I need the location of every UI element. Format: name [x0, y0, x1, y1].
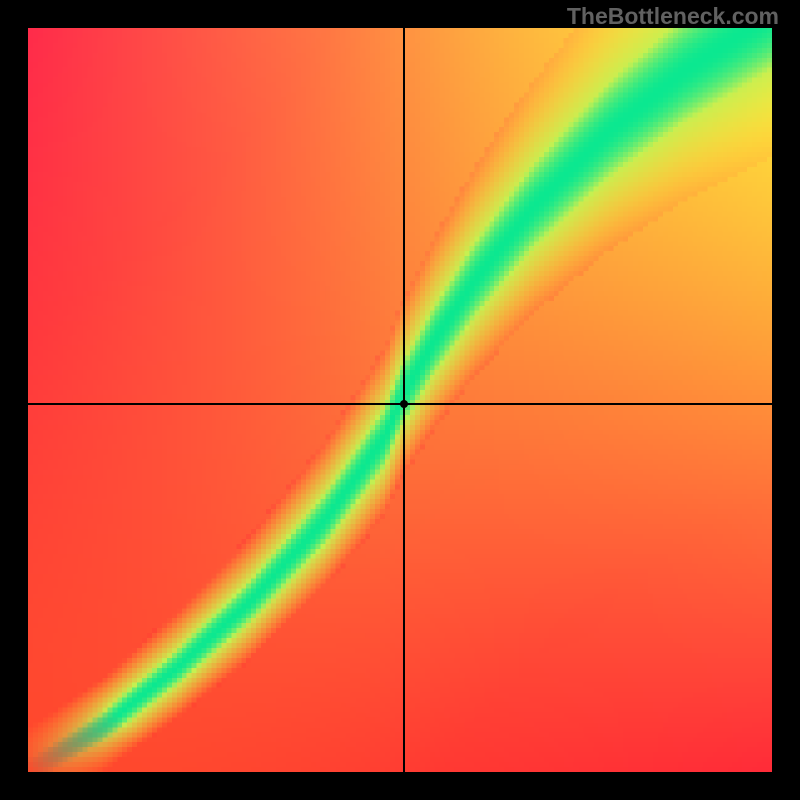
- bottleneck-heatmap: [28, 28, 772, 772]
- watermark-text: TheBottleneck.com: [567, 3, 779, 30]
- crosshair-marker: [400, 400, 408, 408]
